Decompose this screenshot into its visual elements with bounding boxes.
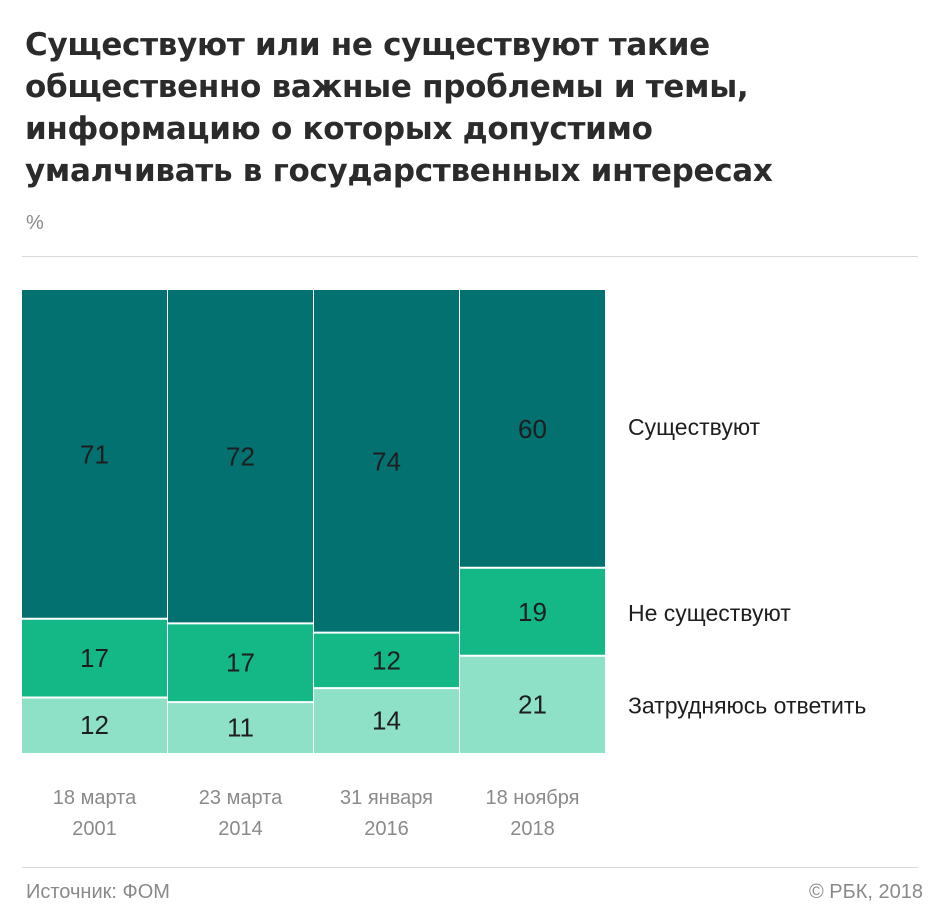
bar-segment	[22, 290, 167, 619]
bar-segment	[314, 290, 459, 633]
bar-segment	[314, 688, 459, 753]
bottom-divider	[22, 867, 918, 868]
chart-title: Существуют или не существуют такие общес…	[25, 24, 925, 192]
category-label: 18 ноября	[486, 787, 580, 809]
data-label: 12	[80, 710, 109, 740]
chart-title-line-1: Существуют или не существуют такие	[25, 27, 710, 63]
category-label: 2018	[510, 818, 555, 840]
data-label: 72	[226, 442, 255, 472]
data-label: 74	[372, 446, 401, 476]
legend-label: Существуют	[628, 414, 761, 440]
category-label: 2014	[218, 818, 263, 840]
source-note: Источник: ФОМ	[26, 881, 170, 903]
category-label: 18 марта	[53, 787, 137, 809]
data-label: 17	[226, 648, 255, 678]
category-label: 2016	[364, 818, 409, 840]
category-label: 23 марта	[199, 787, 283, 809]
bar-segment	[460, 567, 605, 656]
data-label: 17	[80, 643, 109, 673]
bar-segment	[168, 623, 313, 703]
data-label: 71	[80, 439, 109, 469]
chart-title-line-4: умалчивать в государственных интересах	[25, 153, 773, 189]
data-label: 14	[372, 706, 401, 736]
data-label: 11	[227, 713, 254, 743]
legend-label: Не существуют	[628, 600, 791, 626]
bar-segment	[314, 632, 459, 689]
bar-segment	[22, 697, 167, 753]
category-label: 31 января	[340, 787, 433, 809]
bar-segment	[168, 702, 313, 753]
bar-segment	[460, 290, 605, 568]
bar-segment	[168, 290, 313, 624]
category-label: 2001	[72, 818, 117, 840]
data-label: 21	[518, 689, 547, 719]
top-divider	[22, 256, 918, 257]
chart-title-line-3: информацию о которых допустимо	[25, 111, 653, 147]
bar-segment	[22, 618, 167, 698]
data-label: 60	[518, 414, 547, 444]
legend-label: Затрудняюсь ответить	[628, 692, 866, 718]
data-label: 19	[518, 597, 547, 627]
data-label: 12	[372, 645, 401, 675]
unit-label: %	[26, 212, 44, 234]
bar-segment	[460, 655, 605, 753]
chart-title-line-2: общественно важные проблемы и темы,	[25, 69, 749, 105]
copyright-note: © РБК, 2018	[808, 881, 923, 903]
